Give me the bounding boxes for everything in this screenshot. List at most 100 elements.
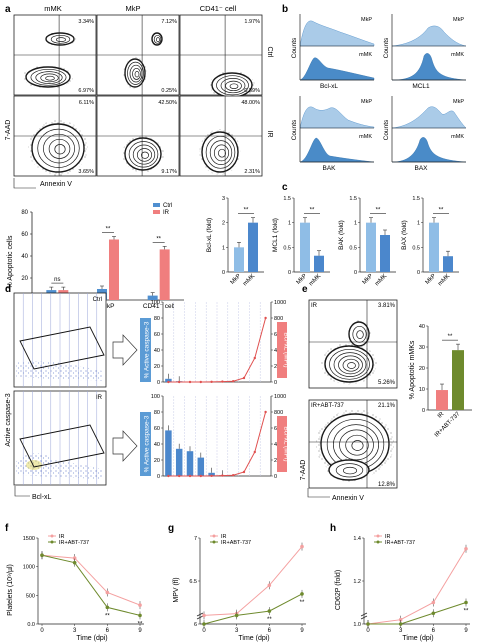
e-contour-ring xyxy=(342,358,360,372)
quadrant-value-lower: 9.17% xyxy=(161,169,177,175)
fold-bar xyxy=(314,255,324,272)
quadrant-value-upper: 1.97% xyxy=(244,19,260,25)
e-top-q1: 3.81% xyxy=(378,303,396,309)
flow-contour-small-ring xyxy=(50,34,71,44)
d-right-axis-bg-ctrl xyxy=(277,322,287,378)
flow-contour-ring xyxy=(31,123,85,173)
flow-contour-ring xyxy=(141,151,149,159)
hist-label-mmk: mMK xyxy=(451,134,464,140)
sig-label: ** xyxy=(464,609,469,615)
hist-label-mmk: mMK xyxy=(451,52,464,58)
tick-label-y: 1 xyxy=(288,221,291,227)
quadrant-value-upper: 3.34% xyxy=(78,19,94,25)
hist-label-mkp: MkP xyxy=(361,17,372,23)
e-bottom-label: IR+ABT-737 xyxy=(311,403,345,409)
flow-contour-ring xyxy=(229,83,239,89)
flow-contour-small-ring xyxy=(153,34,162,44)
legend-marker-0 xyxy=(212,534,216,538)
series-point-1 xyxy=(398,622,403,626)
e-contour-small-ring xyxy=(342,466,358,475)
d-right-axis-label-ctrl: Bcl-xL (MFI) xyxy=(283,332,290,367)
tick-label-y: 1 xyxy=(417,221,420,227)
legend-label-1: IR+ABT-737 xyxy=(385,540,415,546)
arrow-icon-ir xyxy=(112,430,138,462)
g-ylabel: MPV (fl) xyxy=(173,577,180,602)
bclxl-mfi-point xyxy=(264,410,267,414)
tick-label-y: 1.2 xyxy=(353,579,361,585)
bclxl-mfi-line xyxy=(168,411,267,477)
legend-label-ir: IR xyxy=(163,210,170,216)
flow-plots-d xyxy=(13,292,107,486)
series-line-0 xyxy=(367,548,467,625)
sig-label: ns xyxy=(54,277,60,283)
bclxl-mfi-point xyxy=(167,474,170,478)
tick-label-x: mMK xyxy=(242,273,256,287)
flow-contour-ring xyxy=(35,71,63,84)
bclxl-mfi-point xyxy=(232,474,235,477)
series-point-1 xyxy=(366,622,370,626)
fold-ylabel: BAK (fold) xyxy=(338,220,345,250)
f-ylabel: Platelets (10⁹/µl) xyxy=(7,564,14,616)
flow-contour-ring xyxy=(209,140,233,165)
quadrant-value-lower: 0.25% xyxy=(161,88,177,94)
flow-contour-ring xyxy=(25,66,71,88)
e-contour-ring xyxy=(351,440,364,451)
e-contour-ring xyxy=(345,434,369,456)
e-contour-small-ring xyxy=(335,463,364,478)
flow-contour-ring xyxy=(45,75,55,81)
bar-ctrl xyxy=(147,295,158,300)
flow-contour-ring xyxy=(128,141,159,168)
f-xlabel: Time (dpi) xyxy=(76,635,107,642)
tick-label-y: 60 xyxy=(154,332,160,338)
hist-ylabel: Counts xyxy=(291,37,298,58)
bclxl-mfi-point xyxy=(232,380,235,383)
tick-label-y: 60 xyxy=(154,426,160,432)
hist-label-mmk: mMK xyxy=(359,52,372,58)
series-point-1 xyxy=(431,611,436,616)
caspase-gate xyxy=(19,326,105,370)
bclxl-mfi-point xyxy=(264,316,267,320)
sig-label: ** xyxy=(439,208,444,214)
bclxl-mfi-point xyxy=(221,474,224,477)
histogram-fill-mkp xyxy=(391,106,467,129)
flow-contour-ring xyxy=(218,148,226,158)
hist-label-mmk: mMK xyxy=(359,134,372,140)
flow-contour-ring xyxy=(216,75,249,96)
apoptotic-mmk-bar xyxy=(436,390,448,410)
d-ctrl-tag: Ctrl xyxy=(93,297,102,303)
flow-contour-ring xyxy=(127,61,144,85)
tick-label-y: 40 xyxy=(21,254,28,260)
tick-label-y: 0 xyxy=(157,380,160,386)
col-header-mmk: mMK xyxy=(44,4,62,13)
panel-letter-e: e xyxy=(302,284,308,295)
e-contour-small-ring xyxy=(356,330,364,339)
histogram-top xyxy=(299,20,375,47)
panel-letter-c: c xyxy=(282,182,288,193)
tick-label-x: 3 xyxy=(235,628,239,634)
legend-label-1: IR+ABT-737 xyxy=(59,540,89,546)
hist-ylabel: Counts xyxy=(383,37,390,58)
tick-label-y: 60 xyxy=(21,232,28,238)
legend-label-0: IR xyxy=(59,534,65,540)
series-point-1 xyxy=(72,560,77,565)
panel-letter-d: d xyxy=(5,284,11,295)
tick-label-y2: 0 xyxy=(274,380,277,386)
axis-arrow-a xyxy=(13,178,36,189)
caspase-bclxl-charts-d: 0204060801000200400600800100002040608010… xyxy=(151,300,286,480)
caspase-gate xyxy=(19,424,105,468)
tick-label-x: MkP xyxy=(230,273,243,286)
series-point-0 xyxy=(398,617,403,622)
histogram-fill-mkp xyxy=(299,20,375,47)
fold-bar xyxy=(380,235,390,272)
legend-swatch-ctrl xyxy=(153,203,160,207)
tick-label-y: 0 xyxy=(422,408,425,414)
d-left-axis-label-ir: % Active caspase-3 xyxy=(144,415,151,472)
series-point-1 xyxy=(202,622,206,626)
tick-label-y: 80 xyxy=(154,316,160,322)
quadrant-value-lower: 0.59% xyxy=(244,88,260,94)
flow-contour-ring xyxy=(30,68,67,86)
tick-label-y: 1.5 xyxy=(283,196,291,202)
flow-contour-ring xyxy=(220,78,246,94)
flow-contour-small-ring xyxy=(155,37,161,42)
